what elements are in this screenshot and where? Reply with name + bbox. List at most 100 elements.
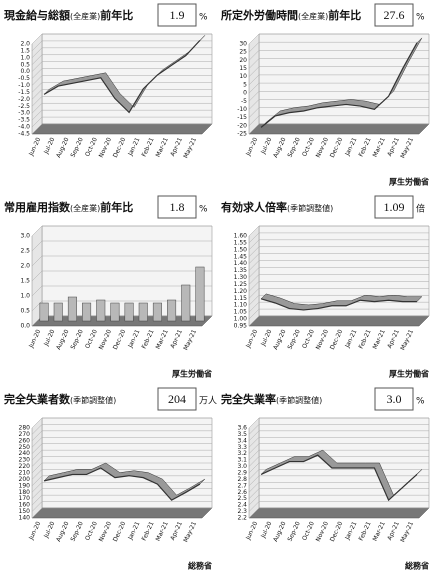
x-tick-label: Sep-20 [286, 136, 301, 158]
grid-line [248, 246, 429, 257]
grid-line [31, 61, 212, 72]
grid-line [31, 430, 212, 442]
x-tick-label: Apr-21 [169, 328, 184, 349]
title-sub: (季節調整値) [287, 203, 333, 213]
line [260, 298, 417, 311]
floor [248, 507, 430, 519]
x-tick-label: Dec-20 [329, 520, 344, 543]
title-main: 常用雇用指数 [4, 200, 71, 214]
y-tick-label: 150 [19, 508, 31, 515]
grid-line [248, 315, 429, 327]
grid-line [248, 33, 429, 45]
title-main: 現金給与総額 [4, 8, 70, 22]
grid-line [31, 494, 212, 506]
bar [181, 284, 191, 322]
grid-line [31, 68, 212, 79]
x-tick-label: Jun-20 [244, 328, 259, 349]
y-tick-label: -4.5 [18, 131, 30, 138]
y-tick-label: -15 [237, 114, 247, 121]
y-tick-label: 250 [19, 444, 31, 451]
unit: 万人 [199, 396, 217, 407]
y-tick-label: 270 [19, 431, 31, 438]
x-tick-label: Jul-20 [259, 520, 273, 539]
y-tick-label: 210 [19, 470, 31, 477]
x-tick-label: Apr-21 [169, 136, 184, 157]
y-tick-label: 1.60 [234, 233, 248, 240]
grid-line [248, 232, 429, 244]
grid-line [248, 469, 429, 480]
grid-line [31, 116, 212, 128]
y-tick-label: 2.8 [237, 476, 247, 483]
grid-line [248, 507, 429, 519]
x-tick-label: Feb-21 [358, 136, 373, 158]
title-main: 完全失業率 [221, 392, 276, 406]
x-tick-label: Nov-20 [98, 136, 113, 158]
grid-line [248, 437, 429, 448]
grid-line [248, 488, 429, 499]
x-tick-label: Mar-21 [155, 136, 170, 158]
grid-line [248, 494, 429, 506]
value-box-text: 204 [168, 392, 186, 406]
y-tick-label: 3.0 [20, 233, 30, 240]
y-tick-label: 160 [19, 502, 31, 509]
y-tick-label: 2.6 [237, 489, 247, 496]
y-tick-label: 180 [19, 489, 31, 496]
grid-line [31, 109, 212, 121]
grid-line [248, 267, 429, 278]
title-sub: (全産業) [70, 11, 100, 21]
y-tick-label: 220 [19, 463, 31, 470]
grid-line [248, 294, 429, 306]
x-tick-label: Jan-21 [344, 328, 359, 349]
side-wall [248, 33, 260, 135]
x-tick-label: Jan-21 [127, 328, 142, 349]
value-box-text: 1.09 [384, 200, 405, 214]
y-tick-label: 1.25 [234, 281, 248, 288]
x-tick-label: Feb-21 [141, 520, 156, 542]
y-tick-label: 1.0 [20, 293, 30, 300]
x-tick-label: Aug-20 [55, 520, 71, 543]
x-tick-label: Nov-20 [315, 328, 330, 350]
panel-title: 有効求人倍率(季節調整値) [221, 200, 333, 214]
y-tick-label: 0.5 [20, 308, 30, 315]
grid-line [248, 443, 429, 454]
y-tick-label: 2.5 [20, 248, 30, 255]
x-tick-label: Nov-20 [315, 520, 330, 542]
x-tick-label: Oct-20 [84, 328, 99, 349]
bar [152, 302, 162, 322]
x-tick-label: Jan-21 [127, 520, 142, 541]
y-tick-label: 1.45 [234, 253, 248, 260]
y-tick-label: 1.35 [234, 267, 248, 274]
x-tick-label: Apr-21 [386, 328, 401, 349]
y-tick-label: 1.00 [234, 316, 248, 323]
y-tick-label: 0.5 [20, 61, 30, 68]
value-box [157, 195, 197, 219]
grid-line [248, 430, 429, 442]
x-tick-label: Apr-21 [386, 136, 401, 157]
y-tick-label: 1.30 [234, 274, 248, 281]
y-tick-label: 2.2 [237, 515, 247, 522]
x-tick-label: May-21 [182, 136, 198, 159]
x-tick-label: Jul-20 [259, 328, 273, 347]
x-tick-label: Jul-20 [42, 136, 56, 155]
bar [138, 302, 148, 322]
y-tick-label: -3.0 [18, 110, 30, 117]
x-tick-label: Jun-20 [27, 520, 42, 541]
title-main: 所定外労働時間 [221, 8, 298, 22]
grid-line [31, 443, 212, 454]
source: 厚生労働省 [389, 177, 429, 187]
y-tick-label: 2.7 [237, 482, 247, 489]
grid-line [31, 456, 212, 467]
grid-line [31, 449, 212, 461]
grid-line [31, 285, 212, 297]
x-tick-label: Mar-21 [372, 328, 387, 350]
grid-line [248, 417, 429, 429]
x-tick-label: Sep-20 [286, 520, 301, 542]
grid-line [31, 255, 212, 267]
x-tick-label: Nov-20 [98, 328, 113, 350]
y-tick-label: 260 [19, 437, 31, 444]
grid-line [248, 82, 429, 94]
y-tick-label: -0.5 [18, 75, 30, 82]
y-tick-label: 3.4 [237, 437, 247, 444]
y-tick-label: 10 [239, 73, 247, 80]
